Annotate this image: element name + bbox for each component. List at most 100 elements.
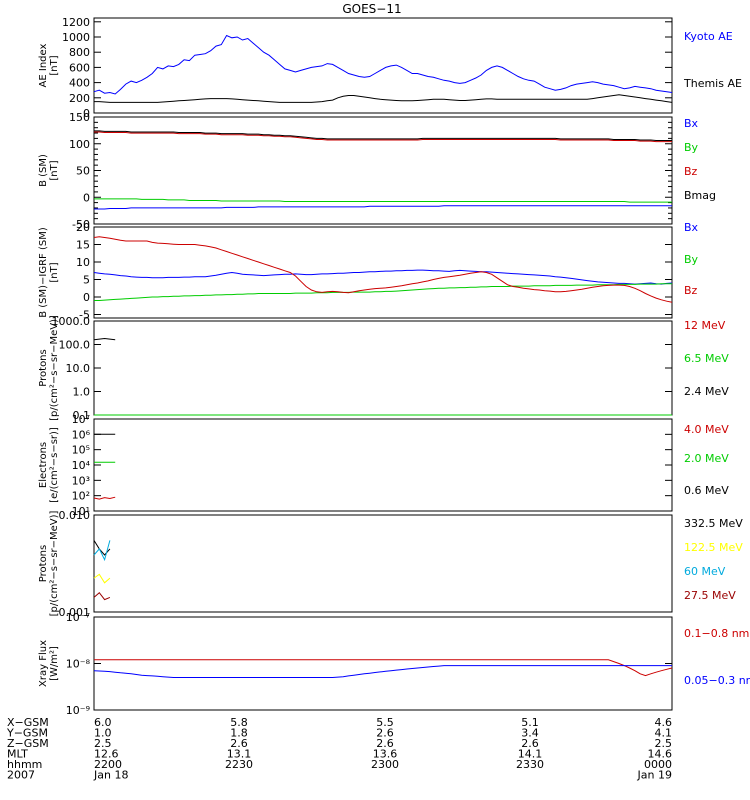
footer-value: 5.8 (230, 716, 248, 729)
footer-value: 14.6 (648, 748, 673, 761)
y-tick-label: 100.0 (59, 339, 91, 352)
legend-label: 0.05−0.3 nm (684, 674, 750, 687)
footer-value: Jan 19 (637, 769, 672, 782)
panel-4: 0.1 1.0 10.0 100.0 1000.0Protons[p/(cm²−s−sr… (38, 315, 729, 422)
panel-frame (93, 616, 673, 711)
y-axis-label: Protons[p/(cm²−s−sr−MeV)] (38, 510, 60, 616)
footer-label: 2007 (7, 769, 35, 782)
y-tick-label: 10⁻⁸ (66, 658, 91, 671)
legend-label: 2.4 MeV (684, 385, 729, 398)
y-tick-label: 5 (83, 274, 90, 287)
footer-value: 6.0 (94, 716, 112, 729)
footer-label: Y−GSM (6, 727, 48, 740)
footer-value: 2.5 (655, 737, 673, 750)
legend-label: By (684, 141, 699, 154)
y-tick-label: -50 (72, 218, 90, 231)
series-line-bz (93, 236, 673, 303)
panel-frame (93, 17, 673, 114)
y-tick-label: 10⁴ (72, 459, 91, 472)
y-axis-label: AE Index[nT] (38, 43, 60, 87)
series-line-60-mev (93, 540, 111, 562)
series-line-bx (94, 205, 672, 210)
y-tick-label: 10 (76, 256, 90, 269)
y-tick-label: 0 (83, 191, 90, 204)
legend-label: 0.6 MeV (684, 484, 729, 497)
legend-label: Bx (684, 221, 699, 234)
footer-value: 2.6 (230, 737, 248, 750)
series-line-0-1-0-8-nm (94, 659, 673, 677)
y-tick-label: 20 (76, 221, 90, 234)
footer-value: 1.0 (94, 727, 112, 740)
legend-label: 27.5 MeV (684, 589, 736, 602)
footer-value: Jan 18 (93, 769, 128, 782)
y-tick-label: 800 (69, 46, 90, 59)
footer-label: MLT (7, 748, 28, 761)
footer-value: 2230 (225, 758, 253, 771)
y-tick-label: 10.0 (66, 362, 91, 375)
footer-value: 2330 (516, 758, 544, 771)
footer-value: 14.1 (518, 748, 543, 761)
panel-frame (93, 418, 673, 512)
y-axis-label: Xray Flux[W/m²] (38, 640, 60, 687)
legend-label: 60 MeV (684, 565, 726, 578)
footer-label: X−GSM (7, 716, 49, 729)
legend-label: 6.5 MeV (684, 352, 729, 365)
footer-value: 13.1 (227, 748, 252, 761)
footer-value: 0000 (644, 758, 672, 771)
y-tick-label: 10⁶ (72, 428, 91, 441)
y-tick-label: 10² (72, 490, 90, 503)
series-line-by (94, 198, 672, 203)
chart-title: GOES−11 (342, 2, 401, 16)
series-line-bz (94, 131, 672, 143)
panel-2: -50 0 50 100 150 B (SM)[nT] Bx By Bz Bmag (38, 111, 716, 231)
y-tick-label: 10⁵ (72, 444, 90, 457)
footer-value: 13.6 (373, 748, 398, 761)
y-axis-label: B (SM)[nT] (38, 154, 60, 187)
footer-label: Z−GSM (7, 737, 49, 750)
y-tick-label: 150 (69, 111, 90, 124)
series-line-4-0-mev (93, 496, 116, 500)
y-tick-label: 10⁷ (72, 413, 90, 426)
y-axis-label: Electrons[e/(cm²−s−sr)] (38, 427, 60, 503)
series-line-27-5-mev (93, 591, 111, 601)
series-line-themis-ae (94, 94, 673, 103)
footer-ephemeris: X−GSM 6.0 5.8 5.5 5.1 4.6Y−GSM 1.0 1.8 2.6 3.4 4.1… (6, 716, 672, 782)
footer-value: 2.6 (376, 737, 394, 750)
footer-value: 4.6 (655, 716, 673, 729)
legend-label: Bz (684, 165, 698, 178)
series-line-by (94, 283, 672, 301)
panel-7: 10⁻⁹ 10⁻⁸ 10⁻⁷ Xray Flux[W/m²] 0.1−0.8 nm 0.0… (38, 611, 750, 717)
legend-label: Bmag (684, 189, 716, 202)
legend-label: By (684, 253, 699, 266)
y-tick-label: 10³ (72, 474, 90, 487)
legend-label: Themis AE (683, 77, 742, 90)
footer-value: 4.1 (655, 727, 673, 740)
panel-1: 0 200 400 600 800 1000 1200 AE Index[nT] Kyoto A… (38, 16, 742, 120)
legend-label: 332.5 MeV (684, 517, 743, 530)
y-tick-label: 1.0 (73, 386, 91, 399)
panel-frame (93, 320, 673, 416)
y-tick-label: 0.1 (73, 409, 91, 422)
y-tick-label: 0 (83, 107, 90, 120)
series-line-bmag (94, 130, 672, 141)
y-tick-label: -5 (79, 309, 90, 322)
legend-label: 4.0 MeV (684, 423, 729, 436)
footer-value: 1.8 (230, 727, 248, 740)
footer-value: 2200 (94, 758, 122, 771)
series-line-332-5-mev (93, 540, 111, 556)
y-tick-label: 1000.0 (52, 315, 91, 328)
y-tick-label: 0.001 (59, 606, 91, 619)
footer-value: 5.1 (521, 716, 539, 729)
y-tick-label: 15 (76, 239, 90, 252)
panel-5: 10¹ 10² 10³ 10⁴ 10⁵ 10⁶ 10⁷ Electrons[e/(cm²−s−… (38, 413, 729, 518)
footer-value: 3.4 (521, 727, 539, 740)
footer-value: 2.6 (376, 727, 394, 740)
footer-value: 5.5 (376, 716, 394, 729)
legend-label: 12 MeV (684, 319, 726, 332)
y-tick-label: 100 (69, 138, 90, 151)
series-line-122-5-mev (93, 573, 111, 584)
series-line-kyoto-ae (93, 34, 673, 95)
